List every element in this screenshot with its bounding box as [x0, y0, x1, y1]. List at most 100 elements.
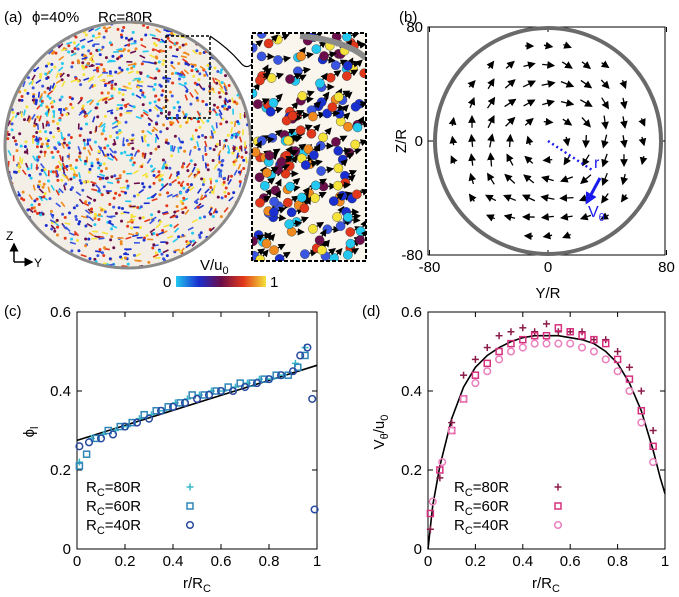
particle: [122, 143, 125, 146]
particle: [166, 191, 169, 194]
particle: [98, 49, 101, 52]
particle: [155, 252, 158, 255]
particle: [216, 113, 219, 116]
particle: [94, 106, 97, 109]
particle-bead: [285, 74, 294, 83]
particle: [190, 183, 193, 186]
velocity-vector: [471, 154, 473, 165]
particle: [205, 153, 208, 156]
particle: [81, 189, 84, 192]
particle: [168, 167, 171, 170]
particle: [87, 238, 90, 241]
velocity-vector: [542, 177, 553, 180]
particle: [96, 67, 99, 70]
particle-chain: [152, 38, 158, 39]
x-tick-label: 0.6: [211, 553, 232, 570]
particle-chain: [123, 138, 124, 144]
particle: [114, 71, 117, 74]
particle-chain: [131, 43, 137, 44]
particle: [45, 137, 48, 140]
particle: [120, 220, 123, 223]
particle: [99, 248, 102, 251]
particle: [136, 71, 139, 74]
velocity-vector: [561, 177, 573, 181]
particle: [104, 210, 107, 213]
velocity-vector: [561, 102, 573, 105]
axis-z-label: Z: [6, 229, 13, 243]
velocity-vector: [469, 81, 475, 87]
particle: [18, 193, 21, 196]
velocity-vector: [524, 175, 534, 183]
particle: [157, 145, 160, 148]
particle: [53, 230, 56, 233]
particle: [26, 92, 29, 95]
particle-chain: [121, 90, 127, 91]
particle: [97, 167, 100, 170]
x-tick-label: 0.4: [163, 553, 184, 570]
particle: [50, 210, 53, 213]
particle: [75, 174, 78, 177]
particle-bead: [329, 196, 338, 205]
legend-entry-label: RC=80R: [454, 479, 509, 499]
particle: [127, 44, 130, 47]
particle: [56, 165, 59, 168]
particle: [212, 215, 215, 218]
particle-chain: [126, 88, 132, 89]
particle: [67, 74, 70, 77]
particle: [33, 124, 36, 127]
particle: [140, 38, 143, 41]
particle: [24, 151, 27, 154]
particle: [78, 220, 81, 223]
particle-bead: [311, 181, 320, 190]
particle: [82, 67, 85, 70]
particle: [147, 261, 150, 264]
particle: [105, 177, 108, 180]
particle: [82, 73, 85, 76]
particle: [50, 63, 53, 66]
particle: [39, 130, 42, 133]
particle: [143, 186, 146, 189]
particle: [213, 67, 216, 70]
particle: [71, 61, 74, 64]
particle: [151, 247, 154, 250]
velocity-vector: [581, 175, 591, 183]
particle: [140, 205, 143, 208]
particle: [90, 207, 93, 210]
particle: [104, 84, 107, 87]
particle: [206, 64, 209, 67]
particle-chain: [61, 108, 62, 114]
velocity-vector: [486, 195, 496, 200]
particle-bead: [307, 129, 316, 138]
particle: [32, 135, 35, 138]
particle: [30, 177, 33, 180]
particle-bead: [310, 193, 319, 202]
x-tick-label-b: 80: [658, 259, 675, 276]
particle: [93, 199, 96, 202]
particle: [168, 112, 171, 115]
particle: [110, 227, 113, 230]
particle-chain: [128, 234, 134, 235]
particle: [34, 210, 37, 213]
particle: [96, 103, 99, 106]
particle: [24, 145, 27, 148]
x-tick-label: 0: [73, 553, 81, 570]
particle: [54, 52, 57, 55]
particle: [135, 232, 138, 235]
particle: [225, 92, 228, 95]
particle: [160, 49, 163, 52]
particle-bead: [351, 102, 360, 111]
vector-field: [451, 45, 644, 238]
particle: [100, 170, 103, 173]
particle: [176, 42, 179, 45]
particle: [158, 250, 161, 253]
particle: [111, 55, 114, 58]
particle: [78, 155, 81, 158]
y-tick-label: 0.4: [50, 383, 71, 400]
particle: [74, 233, 77, 236]
particle: [145, 175, 148, 178]
particle: [82, 104, 85, 107]
particle: [37, 185, 40, 188]
particle: [173, 106, 176, 109]
particle: [65, 113, 68, 116]
